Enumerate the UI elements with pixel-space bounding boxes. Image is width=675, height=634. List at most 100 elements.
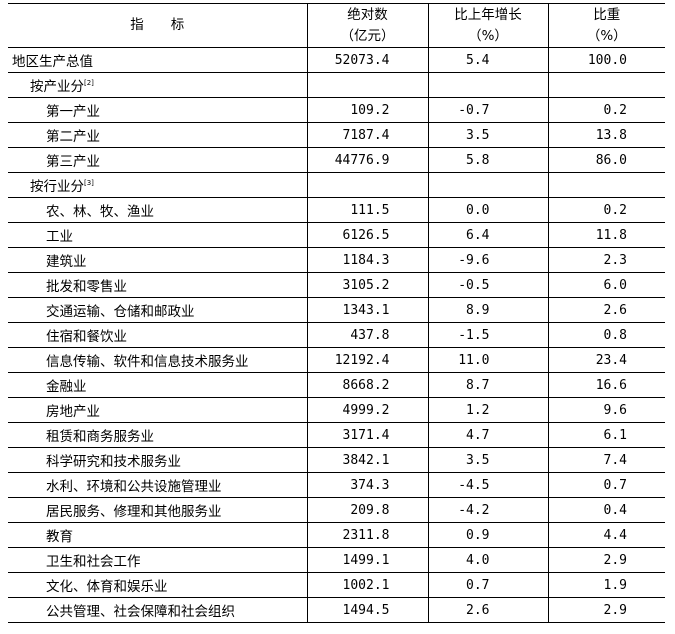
row-label-text: 金融业 [46,379,87,395]
table-row: 地区生产总值 52073.4 5.4 100.0 [8,47,665,73]
table-row: 工业 6126.5 6.4 11.8 [8,222,665,248]
share-value [547,172,665,198]
header-growth-unit: （%） [468,27,508,44]
row-label: 建筑业 [8,247,307,273]
table-row: 第二产业 7187.4 3.5 13.8 [8,122,665,148]
row-label-text: 按行业分 [30,179,84,195]
header-share: 比重 （%） [547,3,665,48]
footnote-marker: [3] [84,179,94,187]
absolute-value: 1343.1 [306,297,428,323]
absolute-value: 6126.5 [306,222,428,248]
table-row: 文化、体育和娱乐业 1002.1 0.7 1.9 [8,572,665,598]
absolute-value: 2311.8 [306,522,428,548]
absolute-value: 4999.2 [306,397,428,423]
absolute-value: 111.5 [306,197,428,223]
table-row: 交通运输、仓储和邮政业 1343.1 8.9 2.6 [8,297,665,323]
share-value: 23.4 [547,347,665,373]
share-value: 2.6 [547,297,665,323]
row-label: 金融业 [8,372,307,398]
table-row: 科学研究和技术服务业 3842.1 3.5 7.4 [8,447,665,473]
share-value: 11.8 [547,222,665,248]
growth-value: 3.5 [427,122,548,148]
share-value: 7.4 [547,447,665,473]
table-row: 居民服务、修理和其他服务业 209.8 -4.2 0.4 [8,497,665,523]
table-row: 房地产业 4999.2 1.2 9.6 [8,397,665,423]
header-absolute-label: 绝对数 [347,6,388,23]
absolute-value: 1499.1 [306,547,428,573]
row-label-text: 批发和零售业 [46,279,127,295]
row-label-text: 房地产业 [46,404,100,420]
growth-value: -0.5 [427,272,548,298]
share-value: 0.2 [547,97,665,123]
absolute-value: 44776.9 [306,147,428,173]
header-growth: 比上年增长 （%） [427,3,548,48]
row-label: 交通运输、仓储和邮政业 [8,297,307,323]
share-value: 100.0 [547,47,665,73]
header-absolute: 绝对数 （亿元） [306,3,428,48]
row-label-text: 农、林、牧、渔业 [46,204,154,220]
growth-value: 11.0 [427,347,548,373]
table-row: 按产业分[2] [8,72,665,98]
share-value [547,72,665,98]
table-row: 水利、环境和公共设施管理业 374.3 -4.5 0.7 [8,472,665,498]
growth-value: 2.6 [427,597,548,623]
row-label-text: 第一产业 [46,104,100,120]
absolute-value: 3171.4 [306,422,428,448]
absolute-value: 437.8 [306,322,428,348]
row-label-text: 建筑业 [46,254,87,270]
row-label-text: 第二产业 [46,129,100,145]
growth-value: -9.6 [427,247,548,273]
row-label-text: 卫生和社会工作 [46,554,141,570]
row-label: 水利、环境和公共设施管理业 [8,472,307,498]
absolute-value: 7187.4 [306,122,428,148]
growth-value: -1.5 [427,322,548,348]
table-row: 租赁和商务服务业 3171.4 4.7 6.1 [8,422,665,448]
absolute-value: 209.8 [306,497,428,523]
growth-value: 6.4 [427,222,548,248]
row-label-text: 文化、体育和娱乐业 [46,579,168,595]
header-row: 指 标 绝对数 （亿元） 比上年增长 （%） 比重 （%） [8,3,665,48]
share-value: 2.3 [547,247,665,273]
gdp-table: 指 标 绝对数 （亿元） 比上年增长 （%） 比重 （%） 地区生产总值 52073.4… [8,3,665,623]
share-value: 16.6 [547,372,665,398]
row-label-text: 租赁和商务服务业 [46,429,154,445]
row-label: 地区生产总值 [8,47,307,73]
row-label: 农、林、牧、渔业 [8,197,307,223]
row-label: 按行业分[3] [8,172,307,198]
share-value: 0.4 [547,497,665,523]
growth-value: 4.0 [427,547,548,573]
table-row: 批发和零售业 3105.2 -0.5 6.0 [8,272,665,298]
growth-value: -4.5 [427,472,548,498]
share-value: 13.8 [547,122,665,148]
row-label: 批发和零售业 [8,272,307,298]
row-label-text: 地区生产总值 [12,54,93,70]
header-share-unit: （%） [586,27,627,44]
row-label-text: 水利、环境和公共设施管理业 [46,479,222,495]
growth-value: 8.9 [427,297,548,323]
share-value: 0.2 [547,197,665,223]
share-value: 0.7 [547,472,665,498]
share-value: 2.9 [547,597,665,623]
growth-value: 3.5 [427,447,548,473]
growth-value: 5.4 [427,47,548,73]
table-row: 公共管理、社会保障和社会组织 1494.5 2.6 2.9 [8,597,665,623]
table-row: 卫生和社会工作 1499.1 4.0 2.9 [8,547,665,573]
row-label: 房地产业 [8,397,307,423]
row-label-text: 信息传输、软件和信息技术服务业 [46,354,249,370]
absolute-value: 8668.2 [306,372,428,398]
absolute-value: 3105.2 [306,272,428,298]
table-row: 按行业分[3] [8,172,665,198]
table-row: 住宿和餐饮业 437.8 -1.5 0.8 [8,322,665,348]
absolute-value: 3842.1 [306,447,428,473]
row-label: 信息传输、软件和信息技术服务业 [8,347,307,373]
table-row: 第一产业 109.2 -0.7 0.2 [8,97,665,123]
table-row: 金融业 8668.2 8.7 16.6 [8,372,665,398]
row-label-text: 公共管理、社会保障和社会组织 [46,604,235,620]
row-label-text: 交通运输、仓储和邮政业 [46,304,195,320]
share-value: 86.0 [547,147,665,173]
row-label-text: 按产业分 [30,79,84,95]
absolute-value: 1002.1 [306,572,428,598]
share-value: 1.9 [547,572,665,598]
row-label: 第三产业 [8,147,307,173]
growth-value: 0.9 [427,522,548,548]
